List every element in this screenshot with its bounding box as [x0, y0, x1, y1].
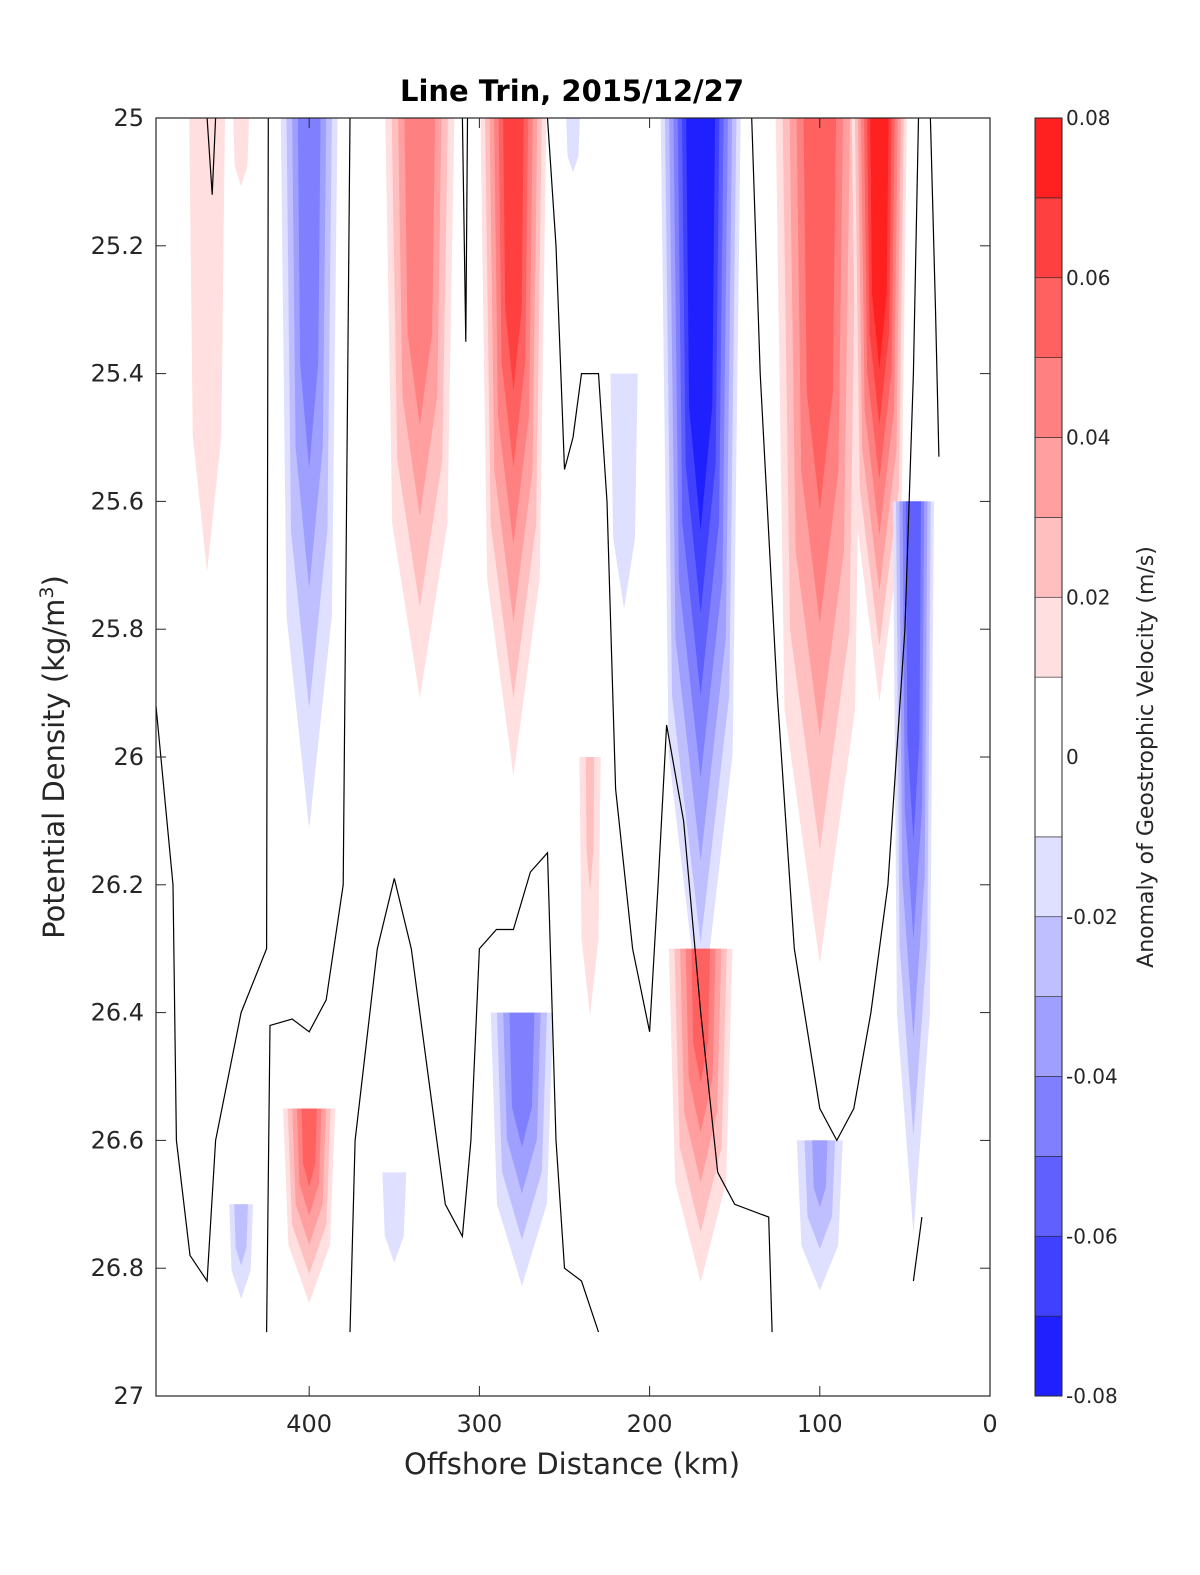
colorbar-label: Anomaly of Geostrophic Velocity (m/s)	[1134, 546, 1159, 968]
zero-contour-lines	[156, 118, 940, 1333]
colorbar-frame	[1034, 117, 1063, 1397]
velocity-feature-blue	[796, 1140, 843, 1291]
colorbar-band	[1034, 277, 1063, 358]
zero-contour-line	[349, 851, 600, 1333]
x-tick-label: 300	[456, 1410, 502, 1438]
colorbar-band	[1034, 517, 1063, 598]
contour-band	[233, 118, 250, 187]
contour-band	[870, 118, 889, 370]
colorbar-band	[1034, 836, 1063, 918]
zero-contour-line	[266, 118, 351, 1333]
velocity-feature-red	[283, 1108, 336, 1304]
zero-contour-line	[546, 118, 773, 1333]
x-axis-label: Offshore Distance (km)	[404, 1447, 740, 1481]
velocity-feature-blue	[892, 501, 934, 1234]
colorbar-tick-label: 0.08	[1066, 106, 1111, 130]
colorbar-band	[1034, 996, 1063, 1077]
contour-band	[803, 118, 837, 511]
y-tick-label: 26.2	[91, 871, 144, 899]
colorbar-tick-label: 0.06	[1066, 266, 1111, 290]
contour-band	[686, 118, 716, 531]
contour-band	[301, 1108, 317, 1187]
velocity-feature-blue	[280, 118, 338, 829]
velocity-feature-red	[775, 118, 864, 964]
contour-band	[812, 1140, 828, 1208]
colorbar-tick-label: -0.02	[1066, 905, 1118, 929]
velocity-feature-red	[851, 118, 907, 702]
chart-title: Line Trin, 2015/12/27	[400, 74, 744, 108]
x-axis: 400 300 200 100 0	[286, 118, 998, 1438]
colorbar-band	[1034, 916, 1063, 997]
colorbar-tick-label: 0.04	[1066, 426, 1111, 450]
colorbar-band	[1034, 1235, 1063, 1317]
y-tick-label: 27	[113, 1382, 144, 1410]
colorbar-band	[1034, 676, 1063, 838]
colorbar-band	[1034, 1315, 1063, 1397]
zero-contour-line	[156, 118, 269, 1283]
y-tick-label: 25	[113, 104, 144, 132]
velocity-feature-blue	[490, 1012, 554, 1286]
colorbar: 0.08 0.06 0.04 0.02 0 -0.02 -0.04 -0.06 -0.08	[1034, 106, 1118, 1408]
colorbar-band	[1034, 197, 1063, 279]
velocity-feature-blue	[566, 118, 580, 173]
colorbar-band	[1034, 1076, 1063, 1157]
velocity-feature-blue	[229, 1204, 254, 1299]
y-axis-label-close: )	[37, 575, 71, 586]
colorbar-tick-label: -0.08	[1066, 1384, 1118, 1408]
y-axis-label: Potential Density (kg/m3)	[36, 575, 71, 939]
contour-band	[503, 118, 524, 391]
y-tick-label: 25.4	[91, 360, 144, 388]
x-tick-label: 0	[982, 1410, 997, 1438]
x-tick-label: 200	[627, 1410, 673, 1438]
contour-band	[382, 1172, 407, 1263]
x-tick-label: 400	[286, 1410, 332, 1438]
contour-band	[404, 118, 436, 426]
velocity-feature-red	[480, 118, 547, 776]
y-tick-label: 26.8	[91, 1254, 144, 1282]
velocity-feature-red	[233, 118, 250, 187]
zero-contour-line	[929, 118, 940, 457]
zero-contour-line	[206, 118, 217, 195]
y-tick-label: 26.4	[91, 999, 144, 1027]
zero-contour-line	[751, 118, 920, 1142]
x-tick-label: 100	[797, 1410, 843, 1438]
velocity-feature-blue	[382, 1172, 407, 1263]
contour-band	[189, 118, 225, 572]
y-tick-label: 25.2	[91, 232, 144, 260]
y-axis: 25 25.2 25.4 25.6 25.8 26 26.2 26.4 26.6 26.8 27	[91, 104, 990, 1410]
contour-band	[585, 757, 595, 892]
y-tick-label: 25.6	[91, 487, 144, 515]
colorbar-band	[1034, 357, 1063, 438]
y-axis-label-superscript: 3	[36, 586, 58, 598]
contour-band	[509, 1012, 535, 1148]
y-tick-label: 26	[113, 743, 144, 771]
y-axis-label-main: Potential Density (kg/m	[37, 599, 71, 939]
velocity-feature-blue	[660, 118, 741, 1026]
velocity-feature-red	[189, 118, 225, 572]
colorbar-band	[1034, 117, 1063, 199]
contour-band	[905, 501, 921, 842]
colorbar-tick-label: -0.06	[1066, 1224, 1118, 1248]
y-tick-label: 25.8	[91, 615, 144, 643]
contour-band	[566, 118, 580, 173]
velocity-feature-red	[579, 757, 601, 1016]
contour-band	[234, 1204, 248, 1266]
plot-area: 400 300 200 100 0 25 25.2 25.4 25.6 25.8 26 26.2 26…	[91, 104, 998, 1438]
colorbar-tick-label: -0.04	[1066, 1065, 1118, 1089]
colorbar-band	[1034, 596, 1063, 678]
velocity-feature-red	[385, 118, 455, 699]
colorbar-band	[1034, 437, 1063, 518]
zero-contour-line	[912, 1217, 923, 1282]
y-tick-label: 26.6	[91, 1126, 144, 1154]
contour-band	[297, 118, 321, 469]
colorbar-band	[1034, 1156, 1063, 1237]
zero-contour-line	[461, 118, 469, 342]
colorbar-tick-label: 0.02	[1066, 585, 1111, 609]
contour-band	[610, 373, 638, 609]
colorbar-tick-label: 0	[1066, 745, 1079, 769]
velocity-feature-blue	[610, 373, 638, 609]
